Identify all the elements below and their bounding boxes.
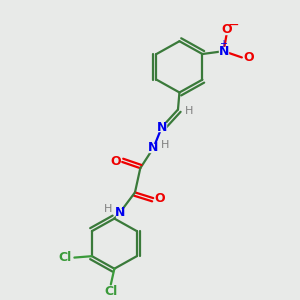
Bar xyxy=(158,123,166,131)
Text: N: N xyxy=(148,141,159,154)
Bar xyxy=(219,47,228,56)
Text: N: N xyxy=(115,206,125,219)
Text: O: O xyxy=(154,192,165,205)
Bar xyxy=(149,144,158,152)
Bar xyxy=(244,53,252,62)
Text: O: O xyxy=(110,155,121,168)
Bar xyxy=(156,194,164,202)
Text: Cl: Cl xyxy=(58,251,71,264)
Text: Cl: Cl xyxy=(104,285,118,298)
Bar xyxy=(103,287,118,296)
Bar xyxy=(116,209,124,217)
Text: N: N xyxy=(157,121,167,134)
Text: −: − xyxy=(227,18,239,32)
Text: H: H xyxy=(185,106,193,116)
Text: N: N xyxy=(218,45,229,58)
Text: +: + xyxy=(219,39,227,49)
Bar xyxy=(57,253,73,262)
Text: O: O xyxy=(243,51,254,64)
Text: H: H xyxy=(161,140,170,150)
Bar xyxy=(111,158,120,166)
Bar xyxy=(222,26,231,34)
Text: H: H xyxy=(104,205,113,214)
Text: O: O xyxy=(221,23,232,36)
